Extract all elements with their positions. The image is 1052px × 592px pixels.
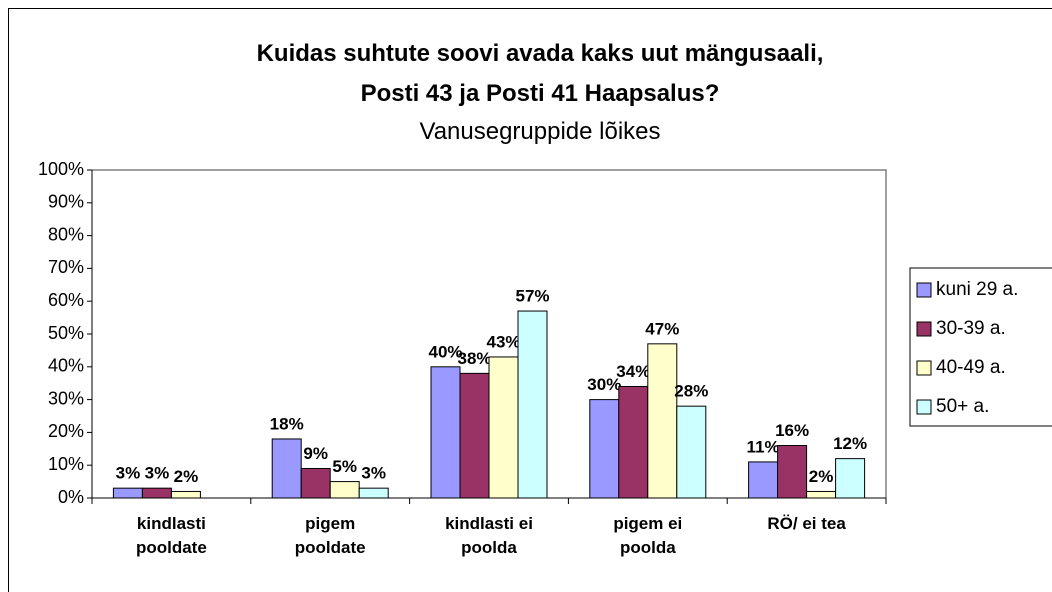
x-tick-label: kindlasti pooldate bbox=[135, 514, 207, 557]
data-label: 38% bbox=[457, 349, 491, 368]
y-tick-label: 40% bbox=[48, 356, 84, 376]
plot-border bbox=[92, 169, 887, 498]
bar bbox=[459, 372, 490, 499]
legend-swatch bbox=[916, 360, 932, 376]
legend-label: kuni 29 a. bbox=[936, 279, 1018, 300]
legend-swatch bbox=[916, 399, 932, 415]
bar bbox=[358, 487, 389, 499]
bar bbox=[777, 445, 808, 499]
legend-label: 50+ a. bbox=[936, 396, 989, 417]
data-label: 3% bbox=[145, 464, 170, 483]
bar bbox=[112, 487, 143, 499]
data-label: 43% bbox=[486, 332, 520, 351]
data-label: 2% bbox=[809, 467, 834, 486]
x-tick-label: pigem ei poolda bbox=[613, 514, 683, 557]
data-label: 5% bbox=[332, 457, 357, 476]
y-tick-label: 50% bbox=[48, 323, 84, 343]
y-tick-label: 20% bbox=[48, 421, 84, 441]
data-label: 34% bbox=[616, 362, 650, 381]
data-label: 40% bbox=[428, 342, 462, 361]
data-label: 28% bbox=[674, 382, 708, 401]
data-label: 2% bbox=[174, 467, 199, 486]
legend-label: 40-49 a. bbox=[936, 357, 1006, 378]
data-label: 3% bbox=[116, 464, 141, 483]
chart-subtitle: Vanusegruppide lõikes bbox=[419, 118, 661, 145]
x-tick-label: kindlasti ei poolda bbox=[445, 514, 533, 557]
y-tick-label: 60% bbox=[48, 290, 84, 310]
legend-box bbox=[909, 267, 1052, 427]
x-tick-label: RÖ/ ei tea bbox=[767, 514, 846, 533]
data-label: 9% bbox=[303, 444, 328, 463]
bar bbox=[806, 490, 837, 499]
bar bbox=[589, 399, 620, 499]
legend-swatch bbox=[916, 321, 932, 337]
data-label: 16% bbox=[775, 421, 809, 440]
chart-title: Kuidas suhtute soovi avada kaks uut mäng… bbox=[256, 40, 824, 107]
bar bbox=[676, 405, 707, 499]
data-label: 11% bbox=[747, 437, 780, 456]
bar bbox=[647, 343, 678, 499]
y-tick-label: 100% bbox=[38, 159, 84, 179]
y-tick-label: 80% bbox=[48, 224, 84, 244]
data-label: 47% bbox=[645, 319, 679, 338]
legend-label: 30-39 a. bbox=[936, 318, 1006, 339]
bar bbox=[835, 458, 866, 499]
bar bbox=[141, 487, 172, 499]
bar bbox=[618, 385, 649, 499]
data-label: 12% bbox=[833, 434, 867, 453]
y-tick-label: 0% bbox=[58, 487, 84, 507]
bar bbox=[748, 461, 779, 499]
y-tick-label: 90% bbox=[48, 192, 84, 212]
legend-swatch bbox=[916, 282, 932, 298]
bar bbox=[170, 490, 201, 499]
bar bbox=[271, 438, 302, 499]
bar bbox=[300, 467, 331, 499]
bar bbox=[488, 356, 519, 499]
data-label: 30% bbox=[587, 375, 621, 394]
bar bbox=[517, 310, 548, 499]
y-tick-label: 30% bbox=[48, 388, 84, 408]
y-tick-label: 10% bbox=[48, 454, 84, 474]
bar bbox=[430, 366, 461, 499]
data-label: 57% bbox=[515, 287, 549, 306]
y-tick-label: 70% bbox=[48, 257, 84, 277]
data-label: 18% bbox=[270, 414, 304, 433]
bar bbox=[329, 481, 360, 499]
data-label: 3% bbox=[361, 464, 386, 483]
x-tick-label: pigem pooldate bbox=[294, 514, 366, 557]
